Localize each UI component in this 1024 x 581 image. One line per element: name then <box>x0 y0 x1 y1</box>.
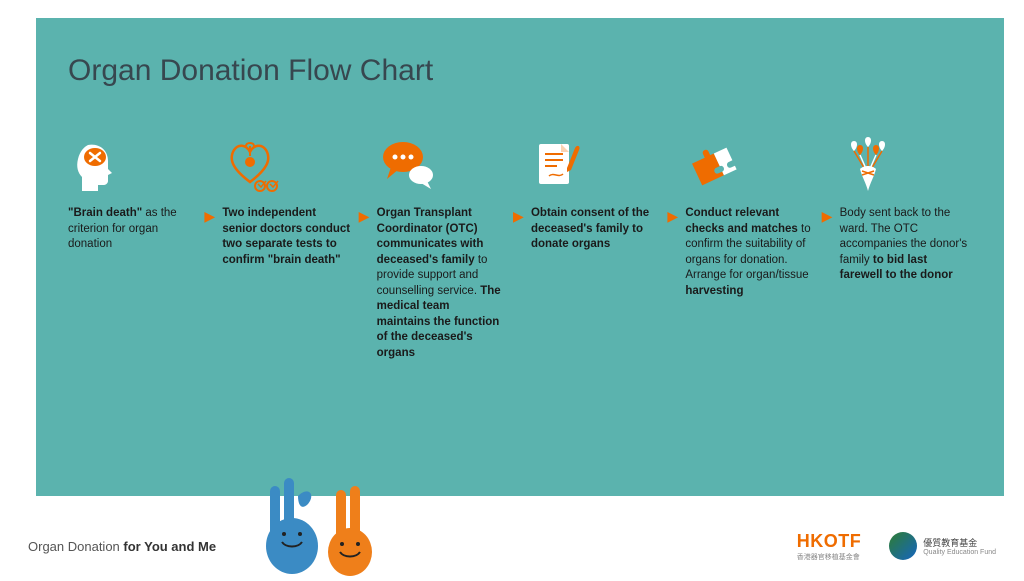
step-6: Body sent back to the ward. The OTC acco… <box>840 136 972 284</box>
step-6-text: Body sent back to the ward. The OTC acco… <box>840 206 972 284</box>
tagline-bold: for You and Me <box>123 539 216 554</box>
hkotf-logo: HKOTF 香港器官移植基金會 <box>797 531 862 562</box>
main-panel: Organ Donation Flow Chart "Brain death" … <box>36 18 1004 496</box>
flowers-icon <box>840 136 972 196</box>
step-1: "Brain death" as the criterion for organ… <box>68 136 200 253</box>
page-title: Organ Donation Flow Chart <box>68 54 972 88</box>
arrow-icon: ▶ <box>204 136 218 225</box>
qef-sub: Quality Education Fund <box>923 549 996 556</box>
step-5: Conduct relevant checks and matches to c… <box>685 136 817 299</box>
brain-head-icon <box>68 136 200 196</box>
step-2: Two independent senior doctors conduct t… <box>222 136 354 268</box>
arrow-icon: ▶ <box>667 136 681 225</box>
step-3: Organ Transplant Coordinator (OTC) commu… <box>377 136 509 361</box>
speech-bubbles-icon <box>377 136 509 196</box>
step-4-text: Obtain consent of the deceased's family … <box>531 206 663 253</box>
arrow-icon: ▶ <box>513 136 527 225</box>
arrow-icon: ▶ <box>822 136 836 225</box>
document-pen-icon <box>531 136 663 196</box>
footer-logos: HKOTF 香港器官移植基金會 優質教育基金 Quality Education… <box>797 531 996 562</box>
step-2-text: Two independent senior doctors conduct t… <box>222 206 354 268</box>
hkotf-mark: HKOTF <box>797 531 862 551</box>
qef-logo: 優質教育基金 Quality Education Fund <box>889 532 996 560</box>
qef-main: 優質教育基金 <box>923 538 977 548</box>
qef-icon <box>889 532 917 560</box>
stethoscope-heart-icon <box>222 136 354 196</box>
step-5-text: Conduct relevant checks and matches to c… <box>685 206 817 299</box>
step-4: Obtain consent of the deceased's family … <box>531 136 663 253</box>
step-3-text: Organ Transplant Coordinator (OTC) commu… <box>377 206 509 361</box>
tagline-prefix: Organ Donation <box>28 539 123 554</box>
hkotf-sub: 香港器官移植基金會 <box>797 552 862 562</box>
puzzle-icon <box>685 136 817 196</box>
flow-container: "Brain death" as the criterion for organ… <box>68 136 972 361</box>
footer: Organ Donation for You and Me HKOTF 香港器官… <box>0 516 1024 576</box>
tagline: Organ Donation for You and Me <box>28 539 216 554</box>
arrow-icon: ▶ <box>359 136 373 225</box>
step-1-text: "Brain death" as the criterion for organ… <box>68 206 200 253</box>
